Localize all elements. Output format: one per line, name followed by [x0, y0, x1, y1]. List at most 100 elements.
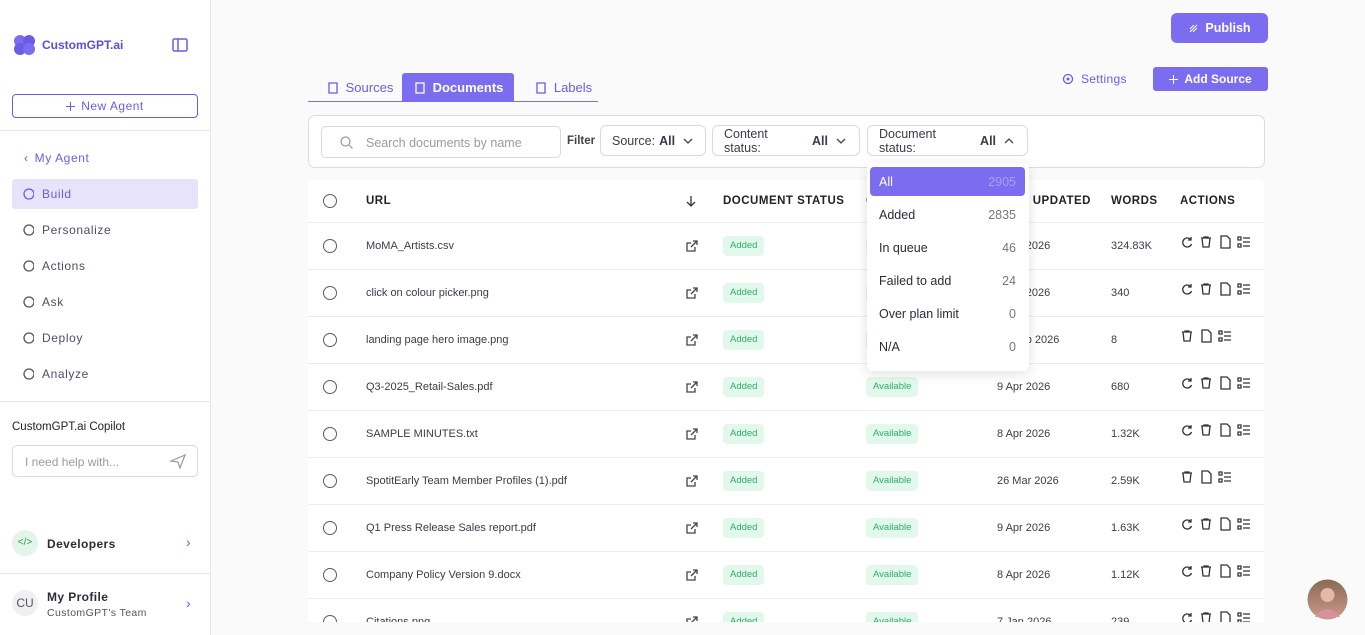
table-row[interactable]: Citations.png Added Available 7 Jan 2026 239: [308, 598, 1264, 622]
word-count: 8: [1111, 334, 1118, 346]
view-icon: [1220, 376, 1231, 390]
back-label: My Agent: [34, 151, 90, 165]
option-count: 0: [1009, 339, 1016, 354]
checkbox[interactable]: [323, 333, 337, 347]
new-agent-button[interactable]: New Agent: [12, 94, 198, 118]
send-icon[interactable]: [170, 454, 186, 469]
profile-name[interactable]: My Profile: [47, 590, 109, 604]
nav-item[interactable]: Personalize: [12, 215, 198, 245]
tab[interactable]: Documents: [402, 73, 514, 102]
chevron: ›: [186, 595, 191, 611]
nav-icon: [23, 332, 34, 344]
status-option[interactable]: In queue 46: [870, 233, 1025, 262]
document-status: Added: [723, 377, 765, 397]
nav-item[interactable]: Actions: [12, 251, 198, 281]
copilot-title: CustomGPT.ai Copilot: [12, 421, 126, 433]
resync-icon: [1182, 237, 1193, 248]
collapse-button[interactable]: [172, 38, 188, 52]
add-source-button[interactable]: Add Source: [1153, 67, 1268, 91]
search-icon: [340, 136, 353, 149]
table-row[interactable]: Company Policy Version 9.docx Added Availa…: [308, 551, 1264, 598]
option-label: Added: [879, 207, 916, 222]
status-option[interactable]: Failed to add 24: [870, 266, 1025, 295]
filter-dropdown[interactable]: Document status: All: [867, 125, 1028, 156]
table-row[interactable]: landing page hero image.pngAddedAvailabl…: [308, 316, 1264, 363]
status-option[interactable]: N/A 0: [870, 332, 1025, 361]
nav-icon: [23, 188, 34, 200]
status-option[interactable]: Over plan limit 0: [870, 299, 1025, 328]
developers-link[interactable]: Developers: [47, 537, 116, 551]
tab[interactable]: Sources: [321, 73, 398, 102]
chevron-icon: [1004, 137, 1014, 143]
table-row[interactable]: SAMPLE MINUTES.txt Added Available 8 Apr 20…: [308, 410, 1264, 457]
tab[interactable]: Labels: [527, 73, 599, 102]
open-link-icon: [686, 334, 698, 346]
document-url: Citations.png: [366, 616, 431, 622]
plus-icon: [66, 101, 76, 111]
status-option[interactable]: All 2905: [870, 167, 1025, 196]
content-status: Available: [866, 518, 919, 538]
tab-label: Sources: [345, 80, 394, 95]
checkbox[interactable]: [323, 427, 337, 441]
publish-button[interactable]: Publish: [1171, 13, 1268, 43]
checkbox[interactable]: [323, 380, 337, 394]
table-row[interactable]: Q3-2025_Retail-Sales.pdf Added Available 9 …: [308, 363, 1264, 410]
settings-link[interactable]: Settings: [1062, 72, 1127, 86]
tab-icon: [536, 81, 546, 94]
checkbox[interactable]: [323, 568, 337, 582]
document-url: Q1 Press Release Sales report.pdf: [366, 522, 536, 534]
delete-icon: [1201, 377, 1211, 389]
checkbox[interactable]: [323, 521, 337, 535]
filter-dropdown[interactable]: Content status: All: [712, 125, 860, 156]
content-status: Available: [866, 424, 919, 444]
view-icon: [1220, 282, 1231, 296]
word-count: 340: [1111, 287, 1130, 299]
back-link[interactable]: ‹ My Agent: [24, 151, 89, 165]
checkbox[interactable]: [323, 194, 337, 208]
checkbox[interactable]: [323, 239, 337, 253]
table-row[interactable]: MoMA_Artists.csvAddedAvailable9 Apr 2026…: [308, 222, 1264, 269]
delete-icon: [1182, 330, 1192, 342]
new-agent-label: New Agent: [81, 99, 144, 113]
column-header: URL: [366, 195, 392, 207]
filter-dropdown[interactable]: Source: All: [600, 125, 706, 156]
table-row[interactable]: click on colour picker.pngAddedAvailable…: [308, 269, 1264, 316]
last-updated: 8 Apr 2026: [997, 428, 1051, 440]
copilot-input[interactable]: I need help with...: [12, 445, 198, 477]
tab-label: Documents: [432, 80, 504, 95]
nav-icon: [23, 260, 34, 272]
publish-label: Publish: [1205, 21, 1251, 35]
option-count: 0: [1009, 306, 1016, 321]
developers-icon: </>: [12, 530, 38, 556]
divider: [0, 573, 210, 574]
checkbox[interactable]: [323, 286, 337, 300]
support-avatar[interactable]: [1307, 579, 1348, 620]
nav-item[interactable]: Deploy: [12, 323, 198, 353]
logo-text: CustomGPT.ai: [42, 38, 124, 52]
view-icon: [1220, 517, 1231, 531]
search-input[interactable]: Search documents by name: [321, 126, 561, 158]
checkbox[interactable]: [323, 474, 337, 488]
table-row[interactable]: SpotitEarly Team Member Profiles (1).pdf…: [308, 457, 1264, 504]
document-status: Added: [723, 612, 765, 622]
nav-item[interactable]: Build: [12, 179, 198, 209]
option-count: 24: [1002, 273, 1016, 288]
delete-icon: [1201, 612, 1211, 622]
view-icon: [1220, 423, 1231, 437]
nav-label: Deploy: [42, 331, 83, 345]
nav-label: Build: [42, 187, 72, 201]
resync-icon: [1182, 519, 1193, 530]
table-row[interactable]: Q1 Press Release Sales report.pdf Added Av…: [308, 504, 1264, 551]
status-option[interactable]: Added 2835: [870, 200, 1025, 229]
tab-icon: [414, 81, 425, 94]
checkbox[interactable]: [323, 615, 337, 622]
nav-label: Analyze: [42, 367, 89, 381]
details-icon: [1237, 518, 1250, 530]
column-header: WORDS: [1111, 195, 1158, 207]
nav-item[interactable]: Analyze: [12, 359, 198, 389]
last-updated: 9 Apr 2026: [997, 522, 1051, 534]
option-label: In queue: [879, 240, 928, 255]
nav-item[interactable]: Ask: [12, 287, 198, 317]
